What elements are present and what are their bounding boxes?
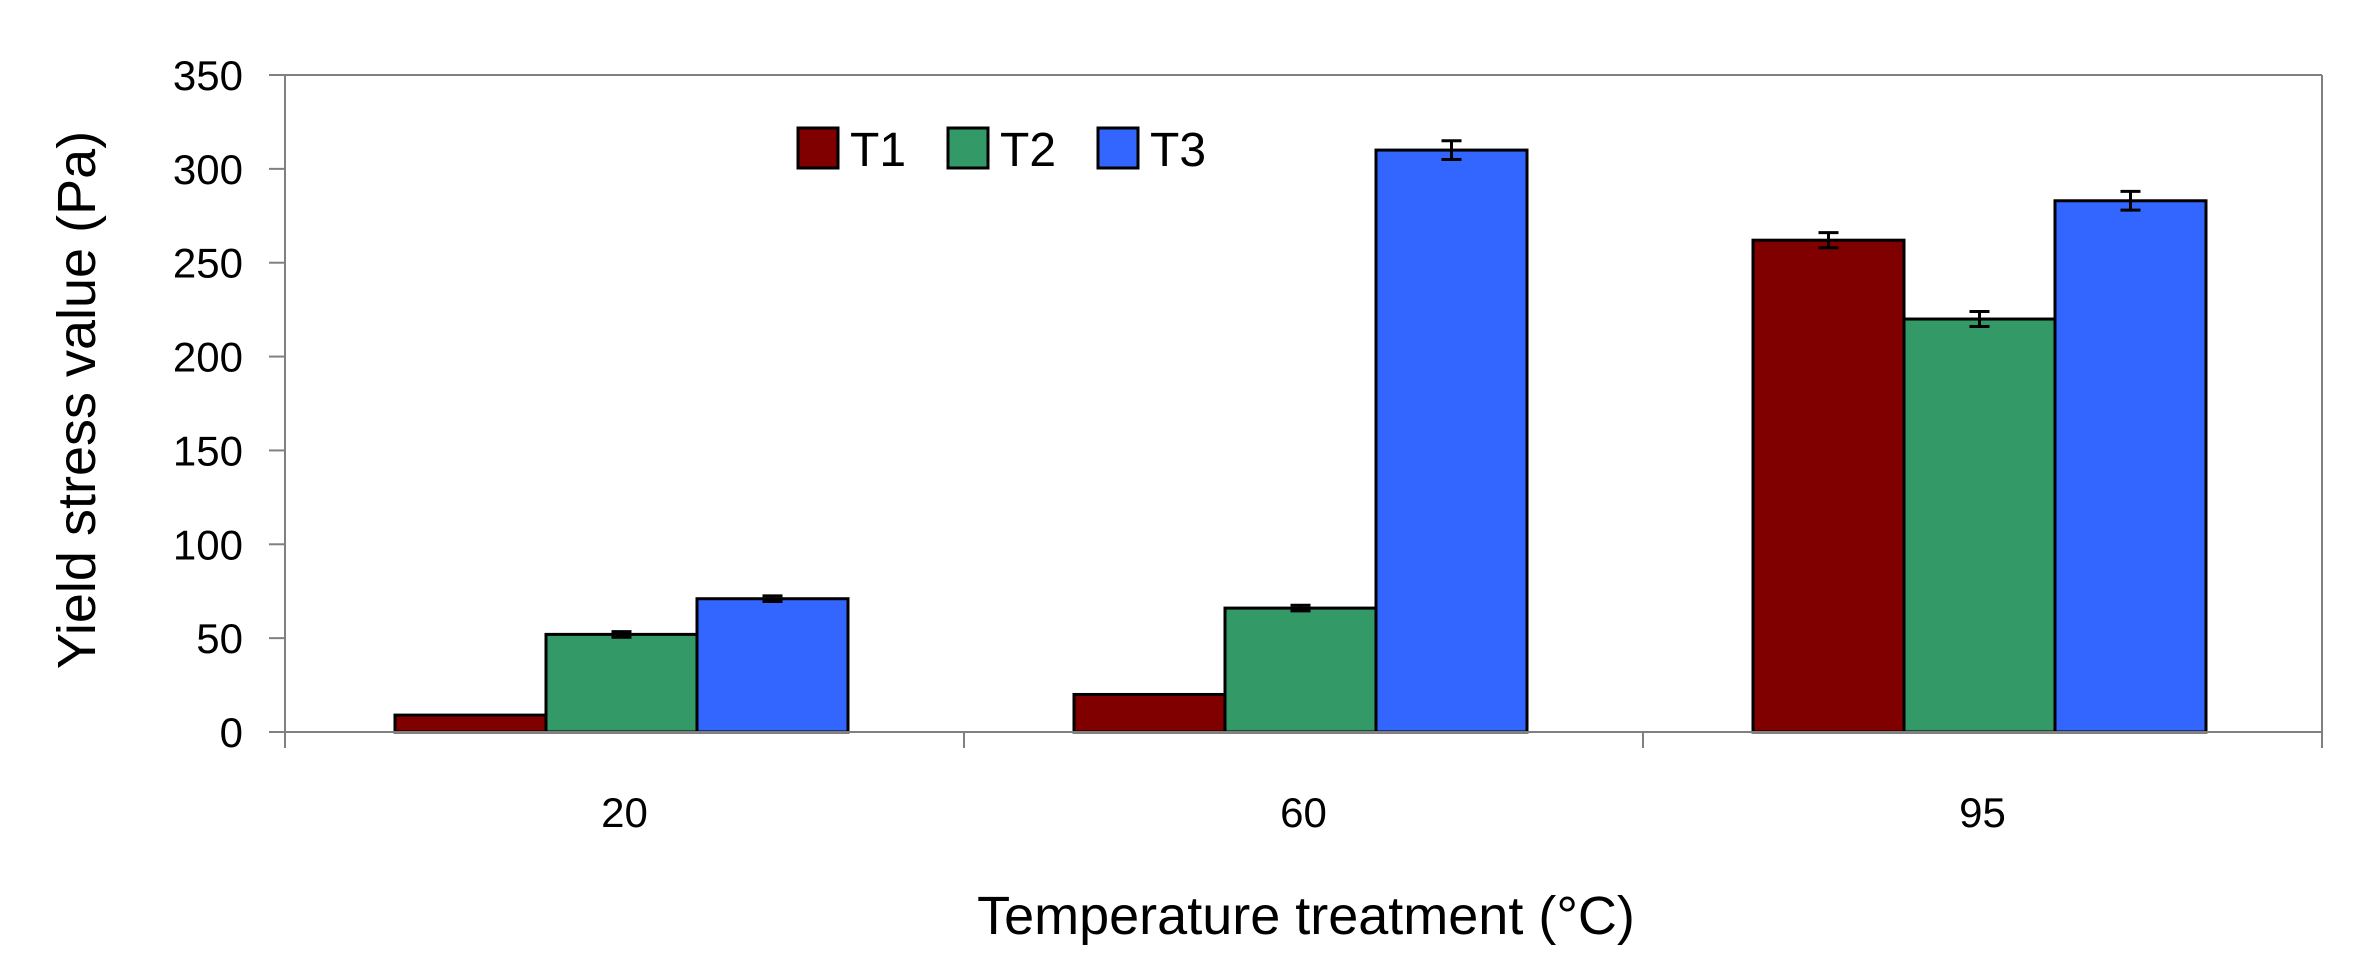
x-axis-title: Temperature treatment (°C) [977,886,1635,946]
bar-t1-20 [393,713,548,734]
legend: T1 T2 T3 [796,124,1206,177]
y-tick-label-300: 300 [173,146,243,193]
legend-entry-t2: T2 [946,124,1056,177]
bar-t3-60 [1374,148,1529,734]
error-bar-t2-20 [611,630,632,639]
ticks-layer: 0 50 100 150 200 250 300 350 20 60 95 [173,52,2323,836]
bar-t2-20 [544,632,699,734]
legend-entry-t3: T3 [1096,124,1206,177]
y-tick-label-0: 0 [220,709,243,756]
axes-layer [284,74,2323,733]
bar-t1-60 [1072,692,1227,734]
error-bar-t3-95 [2120,189,2141,212]
y-tick-label-200: 200 [173,334,243,381]
legend-label-t1: T1 [850,124,906,177]
error-bar-t3-60 [1441,139,1462,161]
y-tick-label-250: 250 [173,240,243,287]
y-axis-title: Yield stress value (Pa) [47,131,107,669]
legend-swatch-t2 [946,126,990,170]
legend-entry-t1: T1 [796,124,906,177]
legend-label-t2: T2 [1000,124,1056,177]
bar-t2-95 [1902,317,2057,734]
x-tick-label-60: 60 [1280,789,1327,836]
bar-t2-60 [1223,606,1378,734]
legend-label-t3: T3 [1150,124,1206,177]
y-tick-label-150: 150 [173,427,243,474]
y-tick-label-100: 100 [173,521,243,568]
error-bar-t1-95 [1818,231,1839,250]
legend-swatch-t3 [1096,126,1140,170]
bars-layer [393,148,2208,734]
error-bar-t2-60 [1290,603,1311,613]
y-tick-label-50: 50 [196,615,243,662]
bar-t3-95 [2053,199,2208,734]
legend-swatch-t1 [796,126,840,170]
bar-t1-95 [1751,238,1906,734]
error-bars-layer [611,139,2141,639]
y-tick-label-350: 350 [173,52,243,99]
x-tick-label-20: 20 [601,789,648,836]
error-bar-t2-95 [1969,310,1990,329]
error-bar-t3-20 [762,594,783,604]
x-tick-label-95: 95 [1959,789,2006,836]
bar-t3-20 [695,597,850,734]
